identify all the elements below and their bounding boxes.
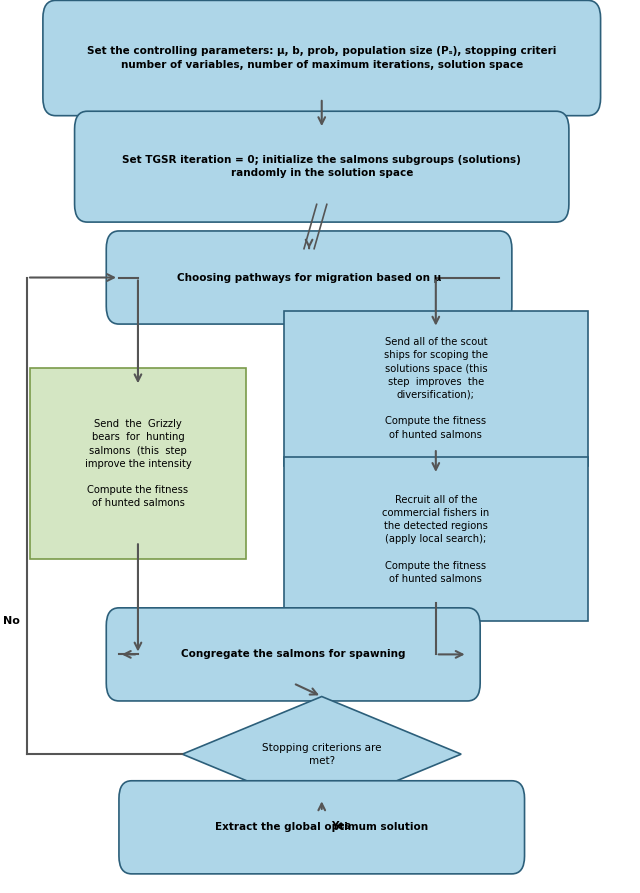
Text: Extract the global optimum solution: Extract the global optimum solution: [215, 822, 428, 832]
FancyBboxPatch shape: [284, 457, 588, 622]
FancyBboxPatch shape: [43, 0, 600, 116]
Text: Set TGSR iteration = 0; initialize the salmons subgroups (solutions)
randomly in: Set TGSR iteration = 0; initialize the s…: [122, 155, 521, 179]
FancyBboxPatch shape: [75, 112, 569, 222]
Text: No: No: [3, 616, 20, 626]
FancyBboxPatch shape: [106, 231, 512, 324]
Text: Choosing pathways for migration based on μ: Choosing pathways for migration based on…: [177, 272, 441, 282]
Text: Congregate the salmons for spawning: Congregate the salmons for spawning: [181, 649, 406, 659]
Text: Send all of the scout
ships for scoping the
solutions space (this
step  improves: Send all of the scout ships for scoping …: [384, 338, 488, 439]
Text: Stopping criterions are
met?: Stopping criterions are met?: [262, 743, 381, 766]
Text: Yes: Yes: [331, 821, 351, 830]
FancyBboxPatch shape: [119, 780, 525, 874]
Text: Set the controlling parameters: μ, b, prob, population size (Pₛ), stopping crite: Set the controlling parameters: μ, b, pr…: [87, 46, 556, 70]
Text: Recruit all of the
commercial fishers in
the detected regions
(apply local searc: Recruit all of the commercial fishers in…: [382, 495, 490, 584]
Polygon shape: [182, 697, 461, 812]
FancyBboxPatch shape: [284, 311, 588, 466]
FancyBboxPatch shape: [106, 608, 480, 701]
FancyBboxPatch shape: [30, 369, 246, 559]
Text: Send  the  Grizzly
bears  for  hunting
salmons  (this  step
improve the intensit: Send the Grizzly bears for hunting salmo…: [84, 419, 191, 508]
